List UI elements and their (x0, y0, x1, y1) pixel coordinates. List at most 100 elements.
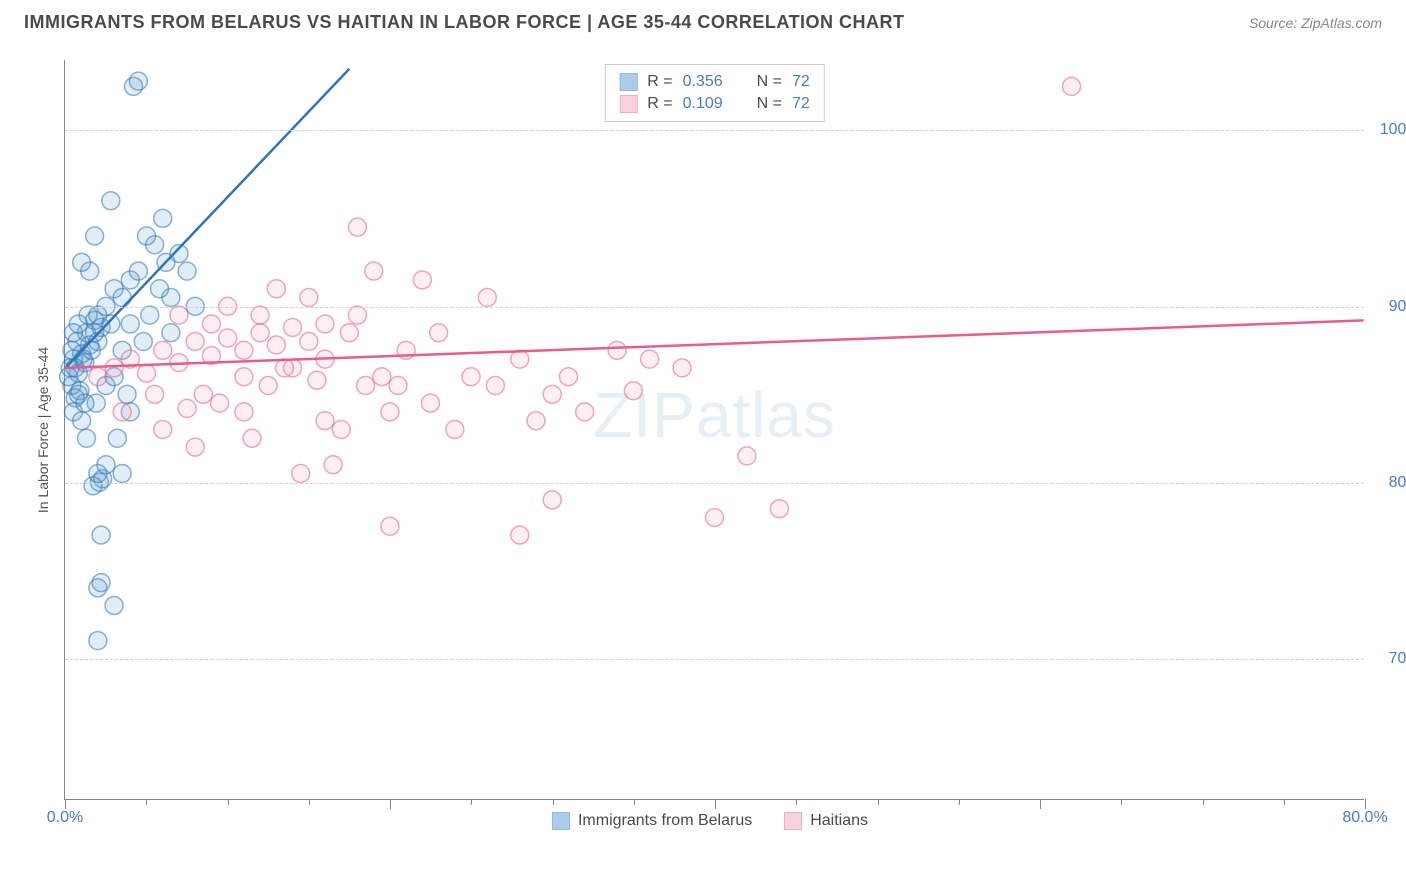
data-point-haitians (1063, 77, 1081, 95)
data-point-belarus (73, 412, 91, 430)
x-tick-label: 0.0% (47, 809, 83, 827)
y-tick-label: 70.0% (1374, 650, 1406, 668)
data-point-belarus (97, 456, 115, 474)
x-tick-minor (553, 799, 554, 805)
data-point-haitians (251, 324, 269, 342)
legend-n-value: 72 (792, 73, 810, 91)
data-point-haitians (413, 271, 431, 289)
x-tick-major (1040, 799, 1041, 809)
data-point-haitians (251, 306, 269, 324)
data-point-haitians (267, 280, 285, 298)
data-point-belarus (141, 306, 159, 324)
legend-r-value: 0.109 (683, 95, 723, 113)
data-point-belarus (151, 280, 169, 298)
data-point-belarus (129, 262, 147, 280)
data-point-belarus (92, 526, 110, 544)
data-point-haitians (178, 399, 196, 417)
data-point-belarus (77, 429, 95, 447)
x-tick-minor (309, 799, 310, 805)
data-point-belarus (89, 632, 107, 650)
header: IMMIGRANTS FROM BELARUS VS HAITIAN IN LA… (0, 0, 1406, 41)
data-point-haitians (738, 447, 756, 465)
data-point-belarus (134, 333, 152, 351)
gridline (65, 307, 1364, 308)
data-point-belarus (92, 574, 110, 592)
legend-swatch (552, 812, 570, 830)
x-tick-label: 80.0% (1342, 809, 1387, 827)
data-point-haitians (186, 438, 204, 456)
data-point-haitians (324, 456, 342, 474)
data-point-haitians (146, 385, 164, 403)
x-tick-minor (1284, 799, 1285, 805)
data-point-belarus (178, 262, 196, 280)
y-tick-label: 90.0% (1374, 298, 1406, 316)
data-point-haitians (219, 329, 237, 347)
series-legend-item: Immigrants from Belarus (552, 812, 752, 830)
data-point-haitians (559, 368, 577, 386)
data-point-haitians (259, 377, 277, 395)
plot-area: ZIPatlas In Labor Force | Age 35-44 R =0… (64, 60, 1364, 800)
x-tick-minor (471, 799, 472, 805)
data-point-haitians (267, 336, 285, 354)
data-point-haitians (706, 508, 724, 526)
y-tick-label: 80.0% (1374, 474, 1406, 492)
data-point-haitians (381, 517, 399, 535)
legend-r-value: 0.356 (683, 73, 723, 91)
data-point-haitians (170, 306, 188, 324)
data-point-haitians (511, 526, 529, 544)
x-tick-minor (796, 799, 797, 805)
data-point-belarus (86, 227, 104, 245)
legend-row-haitians: R =0.109N =72 (619, 93, 810, 115)
y-axis-label: In Labor Force | Age 35-44 (35, 346, 51, 512)
series-legend-item: Haitians (784, 812, 868, 830)
legend-swatch (619, 73, 637, 91)
data-point-haitians (332, 421, 350, 439)
data-point-belarus (108, 429, 126, 447)
x-tick-minor (1203, 799, 1204, 805)
data-point-haitians (527, 412, 545, 430)
legend-row-belarus: R = 0.356 N = 72 (619, 71, 810, 93)
x-tick-minor (228, 799, 229, 805)
data-point-belarus (105, 596, 123, 614)
legend-n-label: N = (757, 73, 782, 91)
data-point-haitians (292, 465, 310, 483)
data-point-haitians (576, 403, 594, 421)
data-point-belarus (82, 341, 100, 359)
data-point-haitians (138, 364, 156, 382)
data-point-belarus (89, 306, 107, 324)
data-point-haitians (235, 341, 253, 359)
scatter-plot-svg (65, 60, 1364, 799)
gridline (65, 483, 1364, 484)
chart-container: ZIPatlas In Labor Force | Age 35-44 R =0… (40, 48, 1380, 838)
data-point-haitians (446, 421, 464, 439)
data-point-belarus (162, 324, 180, 342)
x-tick-major (390, 799, 391, 809)
data-point-belarus (113, 289, 131, 307)
x-tick-minor (959, 799, 960, 805)
data-point-haitians (381, 403, 399, 421)
data-point-haitians (430, 324, 448, 342)
chart-title: IMMIGRANTS FROM BELARUS VS HAITIAN IN LA… (24, 12, 905, 33)
data-point-belarus (102, 192, 120, 210)
data-point-belarus (118, 385, 136, 403)
gridline (65, 659, 1364, 660)
data-point-haitians (235, 368, 253, 386)
data-point-haitians (624, 382, 642, 400)
legend-swatch (619, 95, 637, 113)
data-point-haitians (462, 368, 480, 386)
data-point-belarus (65, 324, 83, 342)
data-point-haitians (673, 359, 691, 377)
source-attribution: Source: ZipAtlas.com (1249, 15, 1382, 31)
data-point-haitians (478, 289, 496, 307)
data-point-haitians (316, 315, 334, 333)
data-point-haitians (365, 262, 383, 280)
legend-r-label: R = (647, 73, 672, 91)
x-tick-major (1365, 799, 1366, 809)
data-point-haitians (202, 315, 220, 333)
data-point-haitians (422, 394, 440, 412)
data-point-haitians (300, 289, 318, 307)
gridline (65, 130, 1364, 131)
data-point-belarus (146, 236, 164, 254)
series-legend: Immigrants from Belarus Haitians (552, 812, 868, 830)
correlation-legend: R = 0.356 N = 72 R =0.109N =72 (604, 64, 825, 122)
